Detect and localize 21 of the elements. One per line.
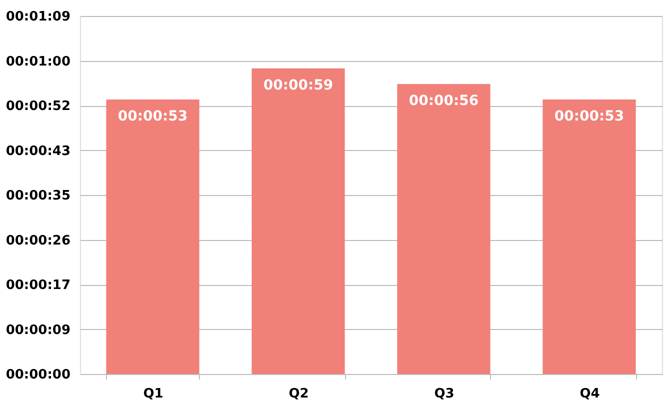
data-label: 00:00:53 bbox=[554, 108, 624, 124]
y-tick-label: 00:00:52 bbox=[6, 99, 70, 114]
x-tick-label: Q4 bbox=[580, 386, 600, 402]
y-tick-label: 00:00:43 bbox=[6, 144, 70, 159]
bar bbox=[106, 99, 200, 374]
data-label: 00:00:53 bbox=[118, 108, 188, 124]
x-tick-label: Q3 bbox=[434, 386, 454, 402]
bar bbox=[397, 84, 490, 374]
y-tick-label: 00:00:17 bbox=[6, 278, 70, 293]
y-tick-label: 00:01:00 bbox=[6, 54, 70, 70]
x-tick-label: Q1 bbox=[143, 386, 164, 402]
y-tick-label: 00:00:35 bbox=[6, 188, 70, 204]
y-tick-label: 00:01:09 bbox=[6, 10, 70, 24]
bar bbox=[542, 99, 636, 374]
data-label: 00:00:59 bbox=[263, 77, 334, 94]
x-tick-label: Q2 bbox=[288, 386, 309, 402]
bar bbox=[252, 68, 345, 374]
data-label: 00:00:56 bbox=[408, 92, 479, 109]
y-tick-label: 00:00:00 bbox=[6, 368, 70, 382]
y-tick-label: 00:00:26 bbox=[6, 233, 70, 248]
y-tick-label: 00:00:09 bbox=[6, 322, 70, 338]
